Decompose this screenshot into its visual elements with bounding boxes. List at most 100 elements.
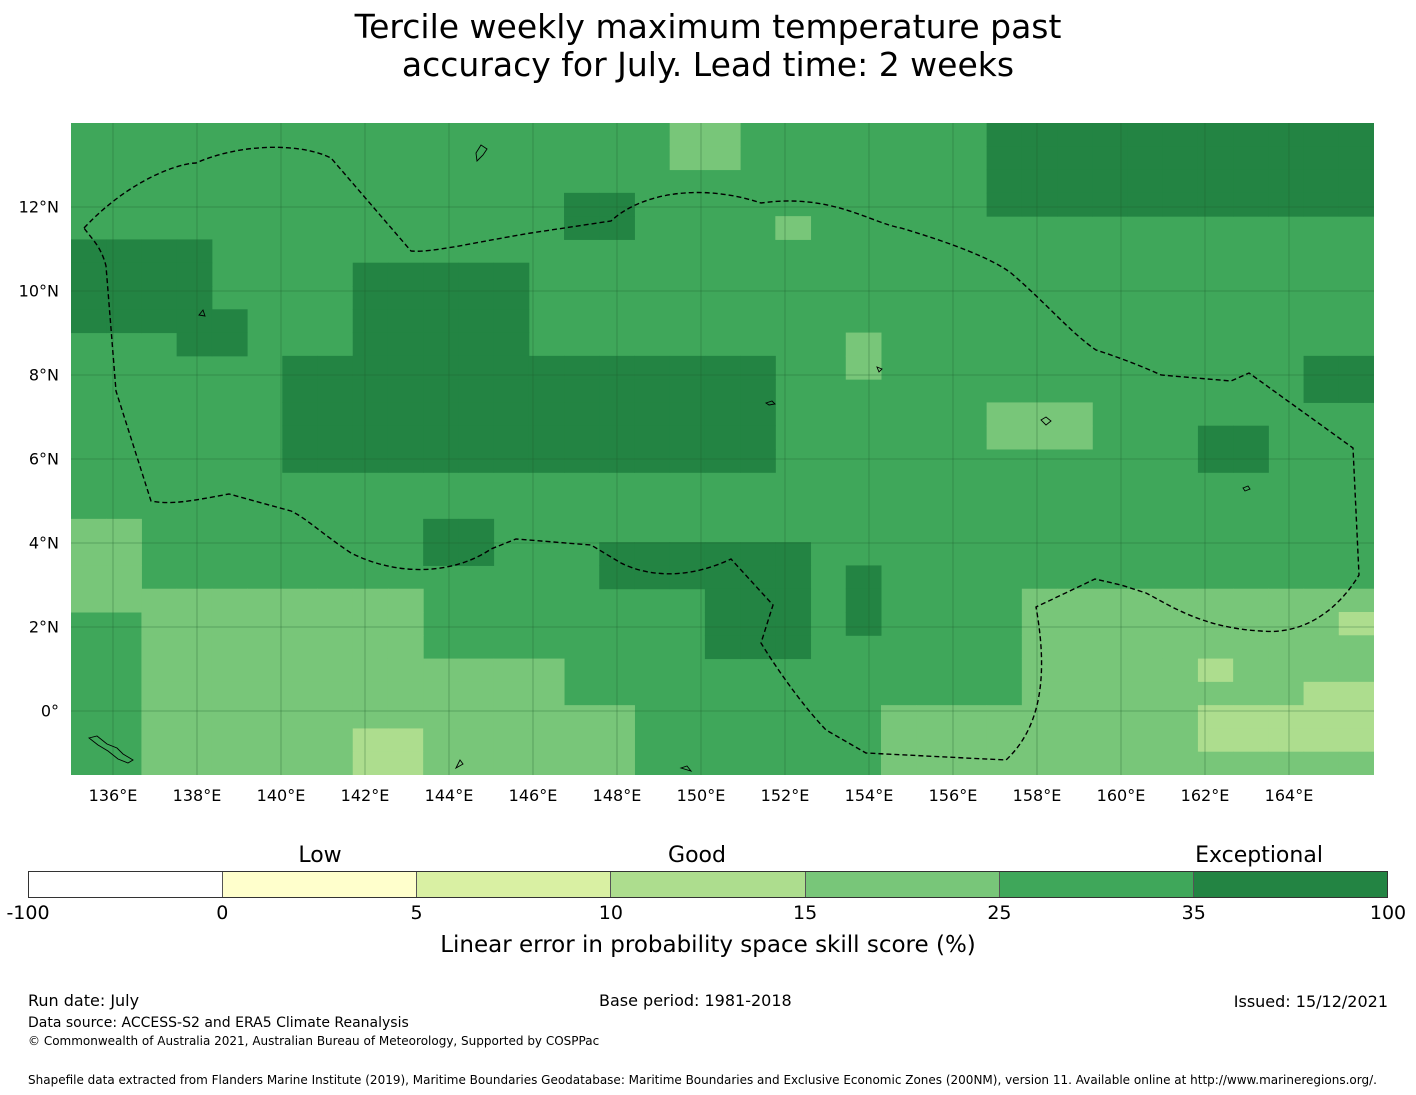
- grid-cell: [564, 379, 600, 403]
- grid-cell: [528, 728, 565, 753]
- grid-cell: [458, 262, 495, 287]
- grid-cell: [247, 681, 283, 706]
- grid-cell: [423, 402, 459, 427]
- grid-cell: [282, 728, 319, 753]
- grid-cell: [423, 262, 459, 287]
- colorbar-tick-label: 35: [1181, 902, 1206, 924]
- colorbar-tick-label: 15: [793, 902, 818, 924]
- grid-cell: [1197, 588, 1234, 613]
- grid-cell: [458, 542, 495, 566]
- grid-cell: [528, 658, 565, 683]
- grid-cell: [211, 681, 248, 706]
- grid-cell: [1268, 612, 1305, 636]
- grid-cell: [1268, 658, 1305, 683]
- grid-cell: [176, 262, 213, 287]
- grid-cell: [740, 379, 776, 403]
- grid-cell: [986, 402, 1023, 427]
- grid-cell: [71, 309, 107, 334]
- grid-cell: [916, 705, 952, 729]
- grid-cell: [176, 239, 213, 264]
- grid-cell: [71, 542, 107, 566]
- grid-cell: [1127, 681, 1164, 706]
- grid-cell: [423, 379, 459, 403]
- grid-cell: [458, 402, 495, 427]
- grid-cell: [493, 705, 530, 729]
- grid-cell: [352, 705, 389, 729]
- grid-cell: [106, 239, 142, 264]
- grid-cell: [458, 658, 495, 683]
- colorbar-segment: [1193, 872, 1387, 897]
- grid-cell: [1197, 635, 1234, 660]
- grid-cell: [775, 565, 812, 590]
- grid-cell: [986, 146, 1023, 171]
- grid-cell: [669, 542, 706, 566]
- grid-cell: [71, 286, 107, 310]
- grid-cell: [775, 588, 812, 613]
- grid-cell: [458, 332, 495, 357]
- grid-cell: [1233, 681, 1269, 706]
- grid-cell: [1233, 192, 1269, 217]
- grid-cell: [1197, 449, 1234, 473]
- x-tick-label: 136°E: [88, 786, 138, 805]
- grid-cell: [1092, 658, 1128, 683]
- grid-cell: [564, 751, 600, 775]
- grid-cell: [669, 146, 706, 171]
- grid-cell: [493, 728, 530, 753]
- title-line-2: accuracy for July. Lead time: 2 weeks: [401, 45, 1015, 84]
- y-tick-label: 12°N: [18, 197, 59, 217]
- grid-cell: [1233, 123, 1269, 147]
- grid-cell: [106, 286, 142, 310]
- y-tick-label: 4°N: [28, 533, 59, 553]
- grid-cell: [1021, 192, 1058, 217]
- grid-cell: [1092, 635, 1128, 660]
- grid-cell: [775, 612, 812, 636]
- grid-cell: [740, 402, 776, 427]
- grid-cell: [282, 681, 319, 706]
- grid-cell: [423, 309, 459, 334]
- grid-cell: [1162, 146, 1199, 171]
- grid-cell: [1127, 192, 1164, 217]
- grid-cell: [599, 728, 635, 753]
- grid-cell: [986, 728, 1023, 753]
- grid-cell: [1057, 681, 1093, 706]
- x-tick-label: 142°E: [340, 786, 390, 805]
- grid-cell: [1303, 635, 1340, 660]
- grid-cell: [1162, 192, 1199, 217]
- grid-cell: [1268, 146, 1305, 171]
- grid-cell: [71, 565, 107, 590]
- grid-cell: [282, 705, 319, 729]
- grid-cell: [1303, 728, 1340, 753]
- grid-cell: [317, 612, 354, 636]
- grid-cell: [1233, 146, 1269, 171]
- x-tick-label: 162°E: [1180, 786, 1230, 805]
- grid-cell: [1162, 658, 1199, 683]
- grid-cell: [1303, 169, 1340, 194]
- legend-category-exceptional: Exceptional: [1195, 843, 1323, 868]
- grid-cell: [564, 705, 600, 729]
- grid-cell: [141, 681, 178, 706]
- grid-cell: [1303, 705, 1340, 729]
- grid-cell: [176, 751, 213, 775]
- grid-cell: [423, 705, 459, 729]
- grid-cell: [211, 588, 248, 613]
- grid-cell: [564, 425, 600, 450]
- grid-cell: [1268, 169, 1305, 194]
- grid-cell: [106, 309, 142, 334]
- grid-cell: [1197, 169, 1234, 194]
- grid-cell: [704, 146, 741, 171]
- skill-score-map: [71, 123, 1374, 775]
- grid-cell: [141, 635, 178, 660]
- grid-cell: [106, 542, 142, 566]
- grid-cell: [387, 635, 424, 660]
- grid-cell: [387, 751, 424, 775]
- grid-cell: [916, 728, 952, 753]
- grid-cell: [423, 728, 459, 753]
- grid-cell: [599, 751, 635, 775]
- grid-cell: [387, 262, 424, 287]
- grid-cell: [1127, 705, 1164, 729]
- grid-cell: [282, 658, 319, 683]
- x-tick-label: 152°E: [760, 786, 810, 805]
- grid-cell: [141, 612, 178, 636]
- grid-cell: [458, 518, 495, 543]
- grid-cell: [599, 192, 635, 217]
